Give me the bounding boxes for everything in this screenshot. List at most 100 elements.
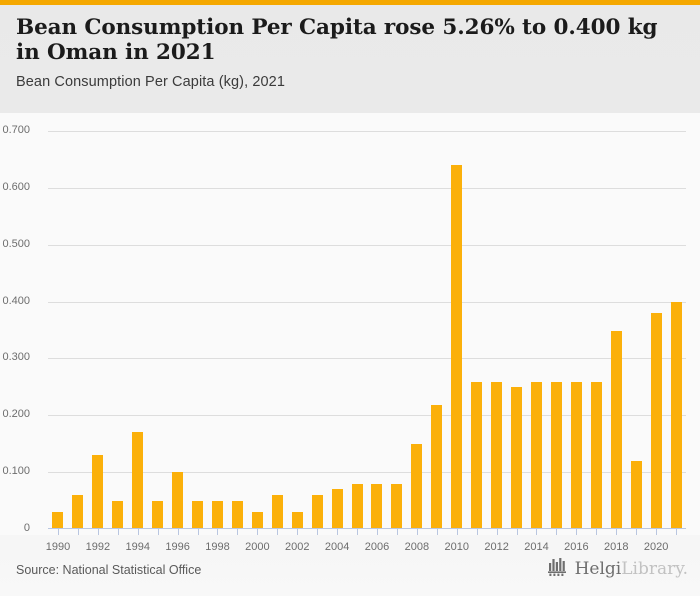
bar[interactable] — [670, 301, 682, 529]
x-axis-tick-label: 2004 — [324, 541, 350, 553]
bar-slot: 1992 — [86, 131, 110, 553]
bar[interactable] — [52, 511, 64, 529]
bar-slot — [387, 131, 407, 535]
plot-area: 0 0.100 0.200 0.300 0.400 0.500 0.600 0.700 199… — [0, 113, 700, 553]
bar-slot: 1996 — [165, 131, 190, 553]
page-title: Bean Consumption Per Capita rose 5.26% t… — [16, 15, 658, 65]
y-axis-tick-label: 0.100 — [2, 465, 30, 478]
brand-logo[interactable]: HelgiLibrary. — [547, 557, 688, 582]
x-axis-tick — [656, 529, 658, 535]
bar[interactable] — [590, 381, 602, 529]
x-axis-tick — [277, 529, 279, 535]
x-axis-tick — [416, 529, 418, 535]
bar[interactable] — [72, 494, 84, 529]
x-axis-tick-label: 1992 — [85, 541, 111, 553]
x-axis-tick — [137, 529, 139, 535]
bar[interactable] — [211, 500, 223, 529]
x-axis-tick — [476, 529, 478, 535]
bar[interactable] — [550, 381, 562, 529]
bar[interactable] — [371, 483, 383, 529]
bar-slot: 2014 — [524, 131, 549, 553]
x-axis-tick — [57, 529, 59, 535]
x-axis-tick — [97, 529, 99, 535]
bar[interactable] — [511, 386, 523, 529]
x-axis-tick — [456, 529, 458, 535]
x-axis-tick — [257, 529, 259, 535]
bar[interactable] — [291, 511, 303, 529]
x-axis-tick — [157, 529, 159, 535]
x-axis-tick-label: 2002 — [284, 541, 310, 553]
bar-slot — [307, 131, 327, 535]
bar[interactable] — [530, 381, 542, 529]
x-axis-tick — [197, 529, 199, 535]
bar-slot — [188, 131, 208, 535]
x-axis-tick-label: 1990 — [45, 541, 71, 553]
x-axis-tick-label: 1994 — [125, 541, 150, 553]
y-axis-tick-label: 0.700 — [2, 124, 30, 136]
bar[interactable] — [331, 489, 343, 529]
chart-footer: Source: National Statistical Office — [0, 535, 700, 596]
bar[interactable] — [431, 405, 443, 529]
bar-slot — [108, 131, 128, 535]
bar-slot: 2010 — [444, 131, 469, 553]
x-axis-tick — [576, 529, 578, 535]
y-axis-tick-label: 0.200 — [2, 408, 30, 421]
x-axis-tick — [77, 529, 79, 535]
bar[interactable] — [271, 494, 283, 529]
bar[interactable] — [152, 500, 164, 529]
bar-slot: 2004 — [325, 131, 349, 553]
x-axis-tick — [596, 529, 598, 535]
x-axis-tick — [217, 529, 219, 535]
x-axis-tick-label: 2008 — [404, 541, 430, 553]
bar[interactable] — [132, 432, 144, 529]
bar[interactable] — [451, 165, 463, 529]
bar[interactable] — [491, 381, 503, 529]
bar[interactable] — [231, 500, 243, 529]
x-axis-tick-label: 2018 — [603, 541, 629, 553]
gridline — [48, 131, 686, 132]
gridline — [48, 301, 686, 303]
bar-slot: 2006 — [365, 131, 389, 553]
bar[interactable] — [610, 331, 622, 529]
bar[interactable] — [251, 511, 263, 529]
x-axis-tick-label: 2012 — [484, 541, 509, 553]
chart-header: Bean Consumption Per Capita rose 5.26% t… — [0, 5, 700, 113]
gridline — [48, 472, 686, 474]
bar[interactable] — [570, 381, 582, 529]
bar[interactable] — [391, 483, 403, 529]
bar-slot: 2016 — [564, 131, 589, 553]
x-axis-tick-label: 1998 — [205, 541, 230, 553]
x-axis-line — [48, 528, 686, 529]
bar-slot: 2020 — [644, 131, 668, 553]
plot-inner: 0 0.100 0.200 0.300 0.400 0.500 0.600 0.700 199… — [2, 124, 686, 553]
x-axis-tick — [117, 529, 119, 535]
bar-slot — [347, 131, 367, 535]
x-axis-tick — [536, 529, 538, 535]
top-accent-bar — [0, 0, 700, 5]
helgi-library-logo-icon — [547, 557, 569, 582]
logo-primary-text: Helgi — [574, 559, 622, 579]
bar-slot: 1990 — [46, 131, 70, 553]
bar-slot — [227, 131, 247, 535]
bar-slot — [467, 131, 487, 535]
bar-slot — [427, 131, 447, 535]
gridline — [48, 415, 686, 417]
bar[interactable] — [650, 312, 662, 529]
bar[interactable] — [311, 494, 323, 529]
bar[interactable] — [92, 455, 104, 529]
bar-slot: 2008 — [405, 131, 429, 553]
x-axis-tick-label: 2014 — [524, 541, 549, 553]
bar[interactable] — [471, 381, 483, 529]
bar[interactable] — [192, 500, 204, 529]
bar[interactable] — [112, 500, 124, 529]
x-axis-tick — [636, 529, 638, 535]
bar[interactable] — [630, 460, 642, 529]
x-axis-tick — [516, 529, 518, 535]
bar[interactable] — [411, 443, 423, 529]
bar[interactable] — [351, 483, 363, 529]
bar-slot — [626, 131, 646, 535]
bar-slot — [148, 131, 168, 535]
y-axis-tick-label: 0 — [23, 522, 30, 534]
bar[interactable] — [172, 472, 184, 529]
